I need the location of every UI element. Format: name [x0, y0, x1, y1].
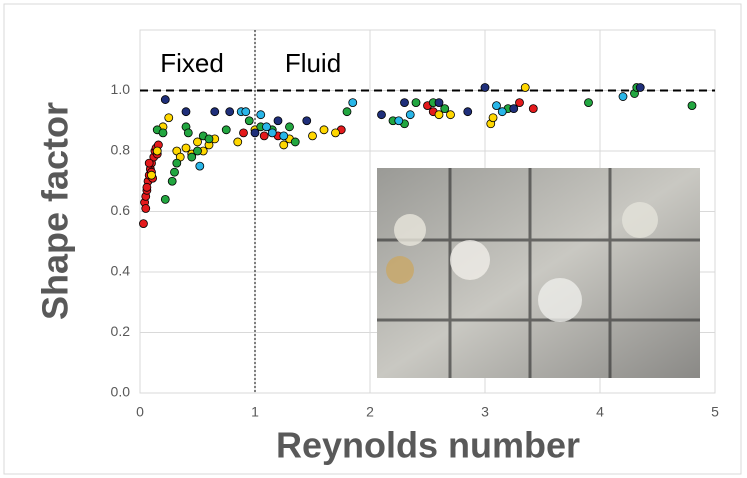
- data-point: [172, 158, 182, 168]
- y-tick-label: 0.4: [111, 263, 131, 279]
- inset-photo: [377, 168, 700, 378]
- data-point: [193, 137, 202, 147]
- data-point: [440, 104, 450, 114]
- data-point: [221, 125, 231, 135]
- data-point: [273, 116, 283, 126]
- data-point: [446, 110, 455, 120]
- data-point: [244, 116, 254, 126]
- data-point: [279, 140, 289, 150]
- x-axis-title: Reynolds number: [276, 425, 580, 466]
- data-point: [492, 101, 501, 111]
- data-point: [195, 161, 205, 171]
- data-point: [239, 128, 248, 138]
- data-point: [515, 98, 524, 107]
- data-point: [290, 137, 300, 147]
- data-point: [302, 116, 312, 126]
- data-point: [411, 98, 421, 107]
- data-point: [259, 131, 269, 141]
- data-point: [405, 110, 415, 120]
- data-point: [164, 113, 174, 123]
- data-point: [160, 95, 170, 104]
- data-point: [480, 83, 490, 92]
- data-point: [152, 146, 162, 156]
- y-tick-label: 1.0: [111, 81, 131, 97]
- data-point: [147, 170, 156, 180]
- y-tick-label: 0.6: [111, 202, 131, 218]
- data-point: [342, 107, 352, 117]
- data-point: [308, 131, 317, 141]
- data-point: [488, 113, 498, 123]
- data-point: [210, 107, 220, 117]
- data-point: [509, 104, 519, 114]
- data-point: [348, 98, 358, 107]
- y-tick-label: 0.2: [111, 323, 131, 339]
- data-point: [141, 204, 151, 213]
- data-point: [181, 107, 191, 117]
- data-point: [160, 194, 170, 204]
- data-point: [331, 128, 340, 138]
- data-point: [187, 152, 197, 162]
- data-point: [241, 107, 251, 117]
- data-point: [497, 107, 507, 117]
- data-point: [377, 110, 386, 120]
- data-point: [267, 128, 277, 138]
- x-tick-label: 1: [251, 404, 259, 420]
- data-point: [285, 122, 294, 132]
- x-tick-label: 0: [136, 404, 144, 420]
- data-point: [463, 107, 473, 117]
- y-tick-label: 0.8: [111, 142, 131, 158]
- data-point: [250, 128, 260, 138]
- data-point: [687, 101, 697, 111]
- y-tick-label: 0.0: [111, 384, 131, 400]
- y-axis-title: Shape factor: [35, 102, 76, 320]
- data-point: [225, 107, 235, 117]
- x-tick-label: 3: [481, 404, 489, 420]
- data-point: [139, 219, 148, 229]
- data-point: [434, 98, 444, 107]
- data-point: [167, 176, 177, 186]
- data-point: [319, 125, 329, 135]
- data-point: [279, 131, 289, 141]
- data-point: [183, 128, 193, 138]
- data-point: [434, 110, 444, 120]
- data-point: [193, 146, 202, 156]
- data-point: [233, 137, 243, 147]
- data-point: [400, 98, 409, 107]
- x-tick-label: 5: [711, 404, 719, 420]
- data-point: [618, 92, 628, 101]
- annotation: Fluid: [285, 48, 341, 78]
- data-point: [181, 143, 191, 153]
- data-point: [584, 98, 593, 107]
- data-point: [142, 182, 152, 192]
- data-point: [520, 83, 530, 92]
- data-point: [158, 128, 168, 138]
- data-point: [394, 116, 404, 126]
- x-tick-label: 2: [366, 404, 374, 420]
- data-point: [635, 83, 645, 92]
- data-point: [256, 110, 266, 120]
- data-point: [170, 167, 179, 177]
- data-point: [528, 104, 538, 114]
- data-point: [262, 122, 271, 132]
- x-tick-label: 4: [596, 404, 604, 420]
- annotation: Fixed: [160, 48, 224, 78]
- data-point: [204, 134, 214, 144]
- data-point: [144, 158, 154, 168]
